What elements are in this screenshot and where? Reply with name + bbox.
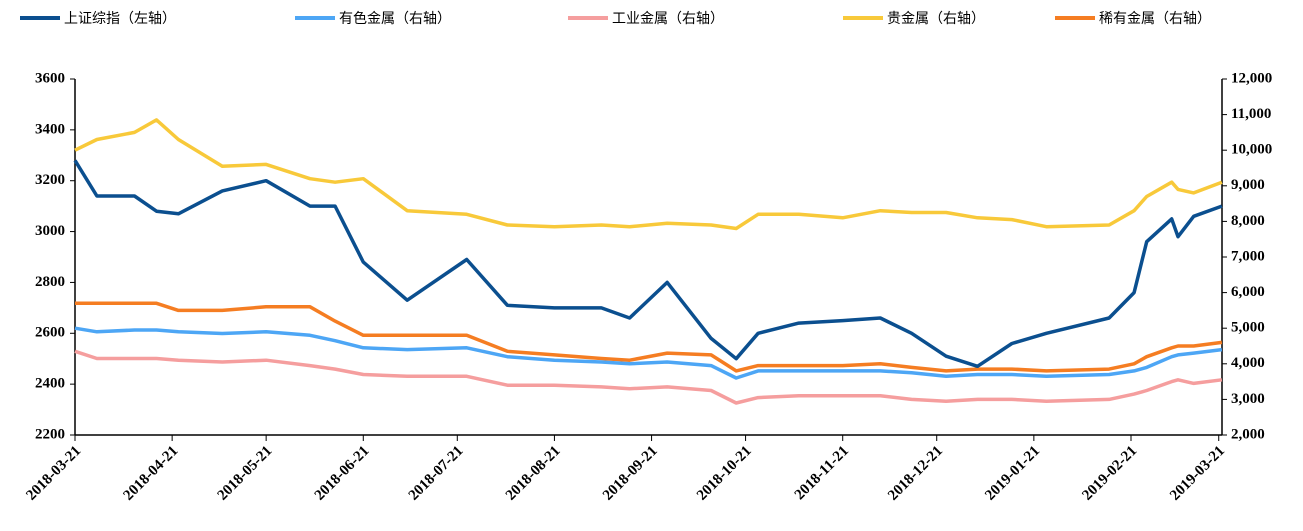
y2-tick-label: 8,000 xyxy=(1231,213,1265,229)
x-tick-label: 2018-03-21 xyxy=(23,443,84,504)
series-line xyxy=(75,301,1223,373)
y2-tick-label: 5,000 xyxy=(1231,320,1265,336)
y2-tick-label: 9,000 xyxy=(1231,177,1265,193)
x-tick-label: 2018-11-21 xyxy=(792,443,852,503)
y2-tick-label: 12,000 xyxy=(1231,70,1272,86)
x-tick-label: 2019-03-21 xyxy=(1167,443,1228,504)
y-tick-label: 3200 xyxy=(35,172,65,188)
x-tick-label: 2018-10-21 xyxy=(694,443,755,504)
y-tick-label: 2400 xyxy=(35,376,65,392)
legend-label: 上证综指（左轴） xyxy=(64,11,176,27)
x-tick-label: 2018-05-21 xyxy=(215,443,276,504)
legend-label: 贵金属（右轴） xyxy=(887,11,985,27)
y2-tick-label: 2,000 xyxy=(1231,426,1265,442)
y2-tick-label: 11,000 xyxy=(1231,106,1271,122)
x-tick-label: 2019-02-21 xyxy=(1079,443,1140,504)
y-tick-label: 3400 xyxy=(35,121,65,137)
legend-label: 工业金属（右轴） xyxy=(612,11,724,27)
series-line xyxy=(74,326,1223,380)
series-line xyxy=(74,349,1223,405)
x-tick-label: 2018-04-21 xyxy=(121,443,182,504)
x-tick-label: 2019-01-21 xyxy=(982,443,1043,504)
y-tick-label: 2600 xyxy=(35,325,65,341)
y-tick-label: 2800 xyxy=(35,274,65,290)
y2-tick-label: 3,000 xyxy=(1231,391,1265,407)
x-tick-label: 2018-08-21 xyxy=(503,443,564,504)
x-tick-label: 2018-12-21 xyxy=(885,443,946,504)
x-tick-label: 2018-07-21 xyxy=(406,443,467,504)
y-tick-label: 3600 xyxy=(35,70,65,86)
x-tick-label: 2018-09-21 xyxy=(600,443,661,504)
y-tick-label: 2200 xyxy=(35,426,65,442)
series-line xyxy=(74,118,1223,231)
legend-label: 有色金属（右轴） xyxy=(339,10,451,27)
y2-tick-label: 6,000 xyxy=(1231,284,1265,300)
y2-tick-label: 4,000 xyxy=(1231,355,1265,371)
series-line xyxy=(73,159,1223,369)
x-tick-label: 2018-06-21 xyxy=(312,443,373,504)
legend-label: 稀有金属（右轴） xyxy=(1099,11,1211,27)
y-tick-label: 3000 xyxy=(35,223,65,239)
y2-tick-label: 10,000 xyxy=(1231,142,1272,158)
y2-tick-label: 7,000 xyxy=(1231,248,1265,264)
